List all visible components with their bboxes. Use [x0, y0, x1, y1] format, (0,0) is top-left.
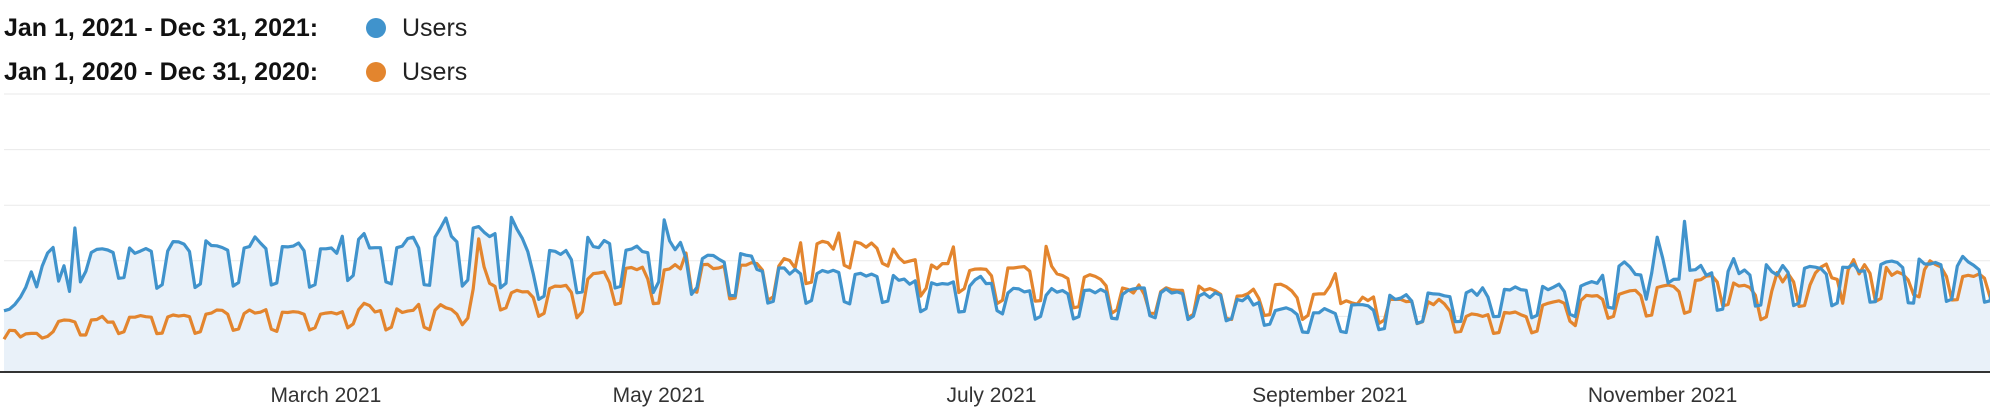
- series-2020-line[interactable]: [2, 173, 1990, 341]
- x-axis-label: July 2021: [947, 384, 1037, 407]
- legend-date-range-2021: Jan 1, 2021 - Dec 31, 2021:: [4, 13, 319, 42]
- legend-date-range-2020: Jan 1, 2020 - Dec 31, 2020:: [4, 57, 319, 86]
- x-axis-label: May 2021: [613, 384, 705, 407]
- legend-series-name-2020: Users: [402, 57, 468, 86]
- legend-dot-2021: [366, 18, 386, 38]
- legend-row-2021[interactable]: Jan 1, 2021 - Dec 31, 2021: Users: [4, 6, 467, 50]
- legend-series-name-2021: Users: [402, 13, 468, 42]
- legend-dot-2020: [366, 62, 386, 82]
- x-axis-label: March 2021: [270, 384, 381, 407]
- legend-row-2020[interactable]: Jan 1, 2020 - Dec 31, 2020: Users: [4, 50, 467, 94]
- x-axis-label: November 2021: [1588, 384, 1737, 407]
- series-2021-line[interactable]: [3, 215, 1990, 335]
- legend: Jan 1, 2021 - Dec 31, 2021: Users Jan 1,…: [4, 6, 467, 94]
- x-axis-label: September 2021: [1252, 384, 1407, 407]
- x-axis-labels: March 2021 May 2021 July 2021 September 202…: [270, 384, 1737, 407]
